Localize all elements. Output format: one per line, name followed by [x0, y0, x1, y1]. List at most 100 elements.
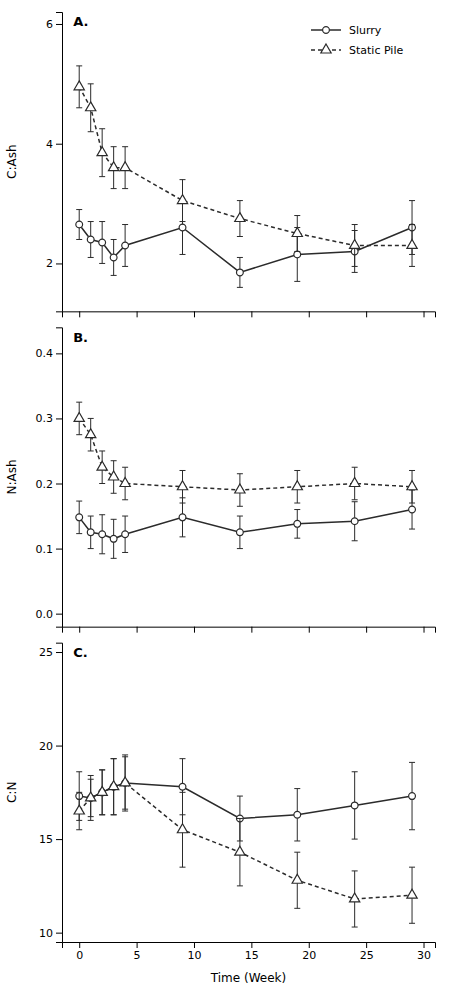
y-tick: 0.4 [36, 347, 63, 360]
marker [237, 529, 244, 536]
marker [294, 251, 301, 258]
tick-label: 30 [417, 949, 431, 962]
marker [179, 514, 186, 521]
marker [97, 147, 107, 156]
marker [97, 786, 107, 795]
plot-area [74, 755, 417, 927]
marker [294, 520, 301, 527]
tick-label: 20 [39, 740, 53, 753]
x-axis-label: Time (Week) [210, 971, 286, 985]
x-tick [79, 311, 80, 317]
marker [292, 228, 302, 237]
tick-mark [56, 614, 62, 615]
line [79, 783, 412, 819]
y-axis-label: C:Ash [5, 144, 19, 179]
y-tick: 2 [46, 257, 62, 270]
tick-label: 5 [134, 949, 141, 962]
marker [122, 531, 129, 538]
tick-label: 0.3 [36, 412, 54, 425]
error-bar [99, 222, 105, 264]
tick-mark [309, 311, 310, 317]
marker [177, 195, 187, 204]
panel-label: B. [73, 330, 88, 345]
y-axis: 2 4 6 [46, 13, 63, 312]
tick-mark [56, 353, 62, 354]
error-bar [352, 502, 358, 541]
error-bar [352, 772, 358, 839]
axis-line [56, 13, 63, 312]
y-tick: 15 [39, 833, 62, 846]
tick-mark [79, 942, 80, 948]
tick-mark [137, 311, 138, 317]
x-tick: 25 [360, 942, 374, 962]
legend-item: Static Pile [311, 44, 403, 57]
tick-mark [194, 311, 195, 317]
marker [407, 240, 417, 249]
x-tick [366, 311, 367, 317]
marker [110, 254, 117, 261]
marker [76, 514, 83, 521]
tick-mark [251, 311, 252, 317]
error-bar [237, 257, 243, 287]
error-bar [76, 501, 82, 534]
marker [76, 221, 83, 228]
marker [86, 102, 96, 111]
tick-label: 0.4 [36, 347, 54, 360]
marker [97, 461, 107, 470]
tick-label: 10 [39, 927, 53, 940]
tick-mark [251, 942, 252, 948]
panel-label: A. [73, 14, 88, 29]
y-tick: 0.3 [36, 412, 63, 425]
x-tick [137, 627, 138, 633]
y-axis-label: N:Ash [5, 459, 19, 494]
x-axis [63, 311, 436, 317]
marker [99, 531, 106, 538]
y-tick: 10 [39, 927, 62, 940]
tick-mark [56, 418, 62, 419]
marker [108, 781, 118, 790]
marker [120, 162, 130, 171]
tick-mark [56, 933, 62, 934]
panel: 0.00.10.20.30.4B.N:Ash [5, 328, 436, 633]
tick-mark [56, 549, 62, 550]
x-tick [194, 311, 195, 317]
tick-mark [56, 839, 62, 840]
y-axis: 10152025 [39, 643, 63, 942]
y-tick: 6 [46, 18, 62, 31]
marker [351, 518, 358, 525]
x-tick [309, 311, 310, 317]
tick-label: 20 [302, 949, 316, 962]
panel: 2 4 6 A. C:Ash Slurry Static Pile [5, 13, 436, 318]
marker [294, 811, 301, 818]
tick-mark [309, 942, 310, 948]
x-tick: 30 [417, 942, 431, 962]
tick-mark [424, 942, 425, 948]
marker [122, 242, 129, 249]
y-tick: 4 [46, 138, 62, 151]
x-tick [424, 311, 425, 317]
line [79, 225, 412, 273]
tick-mark [194, 942, 195, 948]
series [76, 757, 416, 841]
tick-label: 15 [245, 949, 259, 962]
legend-item: Slurry [311, 24, 382, 37]
marker [409, 793, 416, 800]
marker [409, 506, 416, 513]
line [79, 87, 412, 246]
x-tick: 10 [187, 942, 201, 962]
series [74, 66, 417, 267]
tick-mark [56, 746, 62, 747]
marker [350, 478, 360, 487]
x-tick: 0 [76, 942, 83, 962]
series [74, 755, 417, 927]
tick-mark [56, 484, 62, 485]
chart: 246A.C:AshSlurryStatic Pile0.00.10.20.30… [0, 0, 449, 994]
marker [292, 874, 302, 883]
legend-marker [323, 27, 330, 34]
x-tick: 5 [134, 942, 141, 962]
marker [350, 893, 360, 902]
axis-line [56, 643, 63, 942]
tick-mark [79, 627, 80, 633]
error-bar [111, 239, 117, 275]
tick-mark [56, 652, 62, 653]
